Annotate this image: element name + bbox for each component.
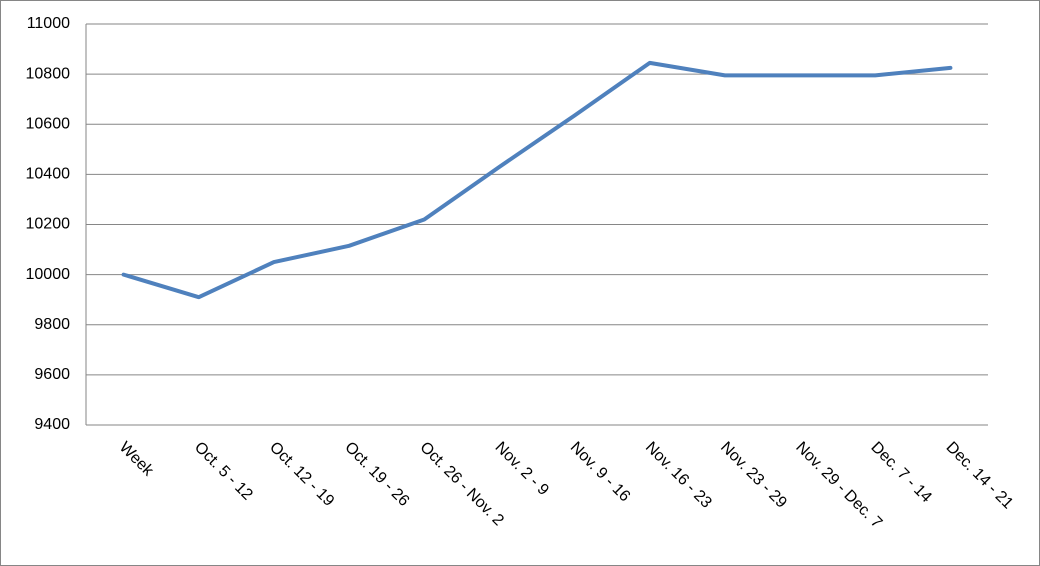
y-tick-label: 9800 — [34, 316, 70, 333]
y-tick-label: 9400 — [34, 416, 70, 433]
y-tick-label: 10400 — [26, 166, 71, 183]
y-tick-label: 9600 — [34, 366, 70, 383]
y-tick-label: 10800 — [26, 65, 71, 82]
y-tick-label: 10200 — [26, 216, 71, 233]
line — [121, 60, 953, 300]
y-tick-label: 10000 — [26, 266, 71, 283]
y-tick-label: 10600 — [26, 115, 71, 132]
y-tick-label: 11000 — [27, 15, 70, 32]
